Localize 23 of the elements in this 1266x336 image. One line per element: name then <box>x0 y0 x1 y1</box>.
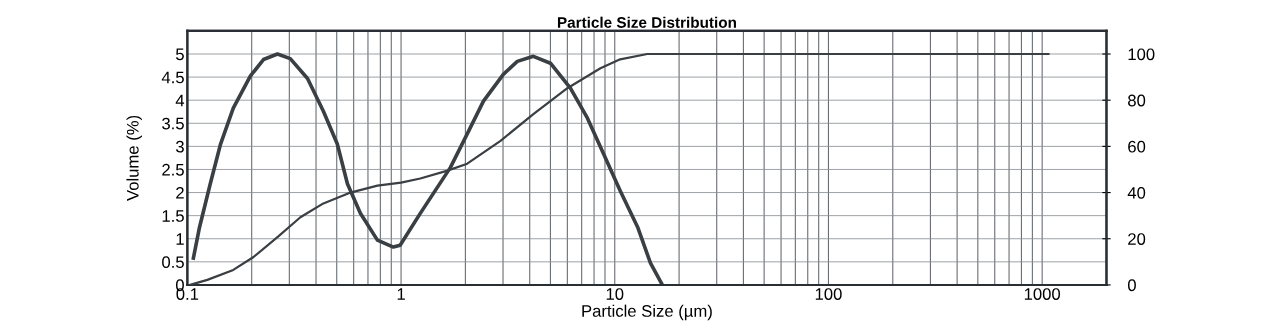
y-tick-label: 3 <box>175 140 184 153</box>
x-tick-label: 10 <box>606 288 624 300</box>
y-tick-label: 2 <box>176 186 184 199</box>
y-tick-label: 4 <box>175 94 185 107</box>
x-axis-title: Particle Size (µm) <box>582 304 712 321</box>
y2-tick-label: 0 <box>1127 279 1136 292</box>
y2-tick-label: 20 <box>1128 233 1146 245</box>
chart-title: Particle Size Distribution <box>557 16 736 28</box>
x-tick-label: 1000 <box>1024 288 1061 300</box>
x-tick-label: 100 <box>815 288 842 300</box>
y2-tick-label: 100 <box>1128 48 1155 61</box>
y-tick-label: 0.5 <box>162 256 184 269</box>
y-axis-title: Volume (%) <box>126 115 142 201</box>
y2-tick-label: 60 <box>1128 140 1146 153</box>
y-tick-label: 4.5 <box>161 71 184 84</box>
y-tick-label: 2.5 <box>162 163 184 176</box>
y-tick-label: 5 <box>175 48 184 61</box>
y2-tick-label: 80 <box>1128 94 1146 107</box>
y-tick-label: 1 <box>176 233 184 245</box>
y-tick-label: 3.5 <box>162 117 184 130</box>
y-tick-label: 1.5 <box>162 210 184 222</box>
y2-tick-label: 40 <box>1127 186 1146 199</box>
x-tick-label: 1 <box>397 288 405 300</box>
